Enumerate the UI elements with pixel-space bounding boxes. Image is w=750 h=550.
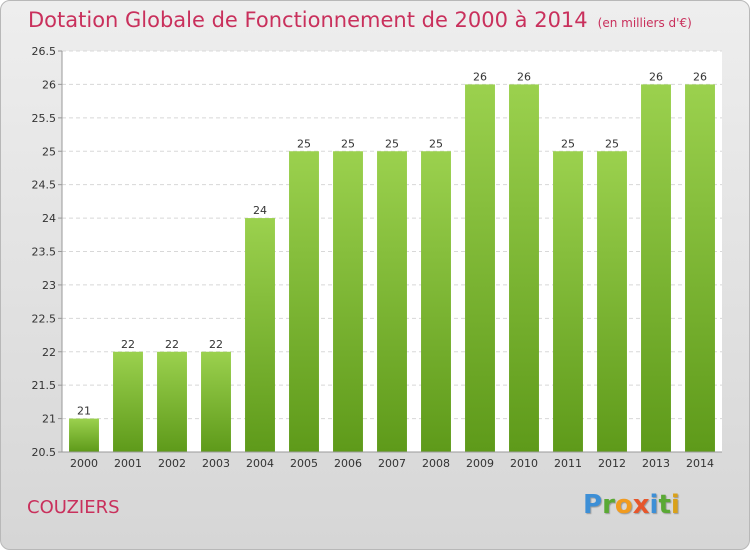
data-label: 25 <box>605 137 619 150</box>
data-label: 22 <box>121 338 135 351</box>
bar <box>201 351 231 452</box>
chart-subtitle: (en milliers d'€) <box>597 16 692 30</box>
y-tick-label: 22 <box>42 346 56 359</box>
bars <box>69 84 715 453</box>
data-label: 25 <box>341 137 355 150</box>
x-tick-label: 2013 <box>642 457 670 470</box>
data-label: 26 <box>649 70 663 83</box>
data-label: 24 <box>253 204 267 217</box>
logo-letter: P <box>583 490 603 520</box>
proxiti-logo: Proxiti <box>583 490 680 520</box>
data-label: 26 <box>517 70 531 83</box>
data-label: 21 <box>77 405 91 418</box>
y-tick-label: 22.5 <box>32 312 57 325</box>
bar <box>69 418 99 452</box>
x-tick-label: 2000 <box>70 457 98 470</box>
bar <box>289 151 319 452</box>
title-line: Dotation Globale de Fonctionnement de 20… <box>28 8 692 32</box>
bar <box>685 84 715 453</box>
y-tick-label: 25.5 <box>32 112 57 125</box>
y-tick-label: 23 <box>42 279 56 292</box>
x-tick-label: 2014 <box>686 457 714 470</box>
data-label: 25 <box>429 137 443 150</box>
y-tick-label: 23.5 <box>32 246 57 259</box>
chart-title: Dotation Globale de Fonctionnement de 20… <box>28 8 588 32</box>
x-tick-label: 2007 <box>378 457 406 470</box>
y-tick-label: 26.5 <box>32 45 57 58</box>
x-tick-label: 2004 <box>246 457 274 470</box>
bar <box>421 151 451 452</box>
place-name: COUZIERS <box>27 497 120 518</box>
y-tick-label: 20.5 <box>32 446 57 459</box>
bar <box>377 151 407 452</box>
y-tick-labels: 20.5 21 21.5 22 22.5 23 23.5 24 24.5 25 25.5 26 26.5 <box>32 45 57 459</box>
y-tick-label: 24 <box>42 212 56 225</box>
x-tick-label: 2009 <box>466 457 494 470</box>
logo-letter: t <box>658 490 671 520</box>
x-tick-label: 2008 <box>422 457 450 470</box>
x-tick-label: 2006 <box>334 457 362 470</box>
logo-letter: o <box>614 490 633 520</box>
bar <box>553 151 583 452</box>
bar <box>465 84 495 453</box>
data-label: 22 <box>165 338 179 351</box>
bar <box>333 151 363 452</box>
logo-letter: i <box>649 490 659 520</box>
data-label: 26 <box>473 70 487 83</box>
bar <box>597 151 627 452</box>
x-tick-label: 2012 <box>598 457 626 470</box>
bar <box>157 351 187 452</box>
logo-letter: x <box>632 490 650 520</box>
bar <box>113 351 143 452</box>
data-labels: 21 22 22 22 24 25 25 25 25 26 26 25 25 26 26 <box>77 70 707 417</box>
y-tick-label: 25 <box>42 145 56 158</box>
y-tick-label: 21.5 <box>32 379 57 392</box>
x-tick-label: 2003 <box>202 457 230 470</box>
x-tick-labels: 2000 2001 2002 2003 2004 2005 2006 2007 2008 2009… <box>70 457 714 470</box>
x-tick-label: 2010 <box>510 457 538 470</box>
bar <box>245 218 275 452</box>
bar <box>509 84 539 453</box>
y-tick-label: 26 <box>42 78 56 91</box>
y-tick-label: 24.5 <box>32 179 57 192</box>
data-label: 25 <box>297 137 311 150</box>
logo-letter: i <box>670 490 680 520</box>
logo-letter: r <box>602 490 615 520</box>
x-tick-label: 2001 <box>114 457 142 470</box>
x-tick-label: 2005 <box>290 457 318 470</box>
x-tick-label: 2002 <box>158 457 186 470</box>
bar <box>641 84 671 453</box>
data-label: 26 <box>693 70 707 83</box>
y-tick-label: 21 <box>42 413 56 426</box>
data-label: 22 <box>209 338 223 351</box>
x-tick-label: 2011 <box>554 457 582 470</box>
data-label: 25 <box>561 137 575 150</box>
data-label: 25 <box>385 137 399 150</box>
